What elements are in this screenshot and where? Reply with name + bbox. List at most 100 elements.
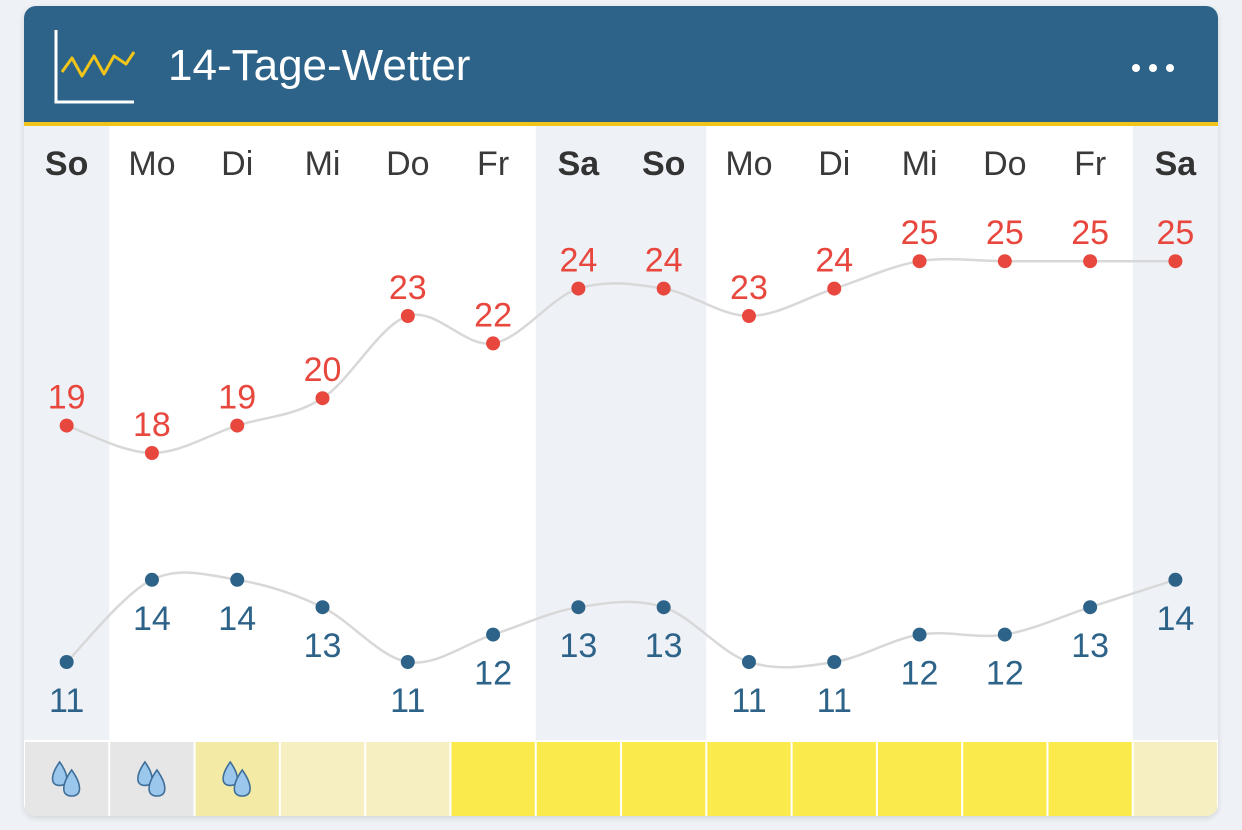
rain-drop-icon [137,760,153,787]
max-temp-point [1083,254,1098,269]
min-temp-label: 13 [559,627,597,665]
min-temp-label: 12 [901,655,939,693]
min-temp-label: 12 [474,655,512,693]
weekend-column [1132,126,1218,740]
weather-tile[interactable] [963,742,1047,816]
min-temp-label: 13 [645,627,683,665]
max-temp-label: 25 [986,214,1024,252]
weather-tile[interactable] [792,742,876,816]
day-label: So [45,145,88,183]
min-temp-point [1168,572,1183,587]
max-temp-point [315,391,330,406]
min-temp-label: 11 [49,682,84,720]
rain-drop-icon [148,768,166,797]
min-temp-point [656,600,671,615]
weekend-column [621,126,707,740]
max-temp-point [827,281,842,296]
min-temp-point [59,655,74,669]
max-temp-label: 20 [304,351,342,389]
max-temp-point [144,446,159,460]
max-temp-line [66,257,1176,455]
menu-dot [1166,64,1174,72]
max-temp-label: 24 [815,242,853,280]
max-temp-point [230,418,245,433]
min-temp-point [315,600,330,615]
day-label: So [642,145,685,183]
max-temp-label: 23 [730,269,768,307]
rain-drop-icon [222,760,239,787]
weather-tile[interactable] [1048,742,1132,816]
min-temp-point [741,655,756,669]
max-temp-label: 25 [1071,214,1109,252]
day-label: Mo [725,145,772,183]
weather-tile[interactable] [451,742,535,816]
rain-drop-icon [233,768,251,797]
max-temp-label: 22 [474,296,512,334]
day-label: Mo [128,145,175,183]
max-temp-label: 18 [133,406,171,444]
min-temp-point [486,627,501,642]
min-temp-label: 14 [218,600,256,638]
day-label: Do [386,145,429,183]
max-temp-label: 24 [559,242,597,280]
weekend-column [535,126,622,740]
max-temp-point [1168,254,1183,269]
max-temp-point [59,418,74,433]
day-label: Di [221,145,253,183]
max-temp-point [741,309,756,323]
chart-line-icon [54,30,136,104]
weather-tile[interactable] [536,742,621,816]
min-temp-point [1083,600,1098,615]
min-temp-label: 11 [817,682,852,720]
rain-drop-icon [62,768,81,797]
min-temp-point [827,655,842,669]
card-header: 14-Tage-Wetter [24,6,1218,126]
weather-tile[interactable] [707,742,791,816]
max-temp-point [486,336,501,351]
weekend-column [24,126,110,740]
day-label: Mi [902,145,938,183]
day-label: Do [983,145,1026,183]
min-temp-point [230,572,245,587]
min-temp-label: 11 [731,682,766,720]
day-label: Fr [477,145,509,183]
weather-tile[interactable] [280,742,365,816]
min-temp-label: 11 [390,682,425,720]
weather-tile[interactable] [622,742,706,816]
forecast-chart: So Mo Di Mi Do Fr Sa So Mo Di Mi Do Fr Sa 19 11 18 14 19 14… [24,126,1218,816]
max-temp-point [656,281,671,296]
menu-dot [1149,64,1157,72]
max-temp-label: 23 [389,269,427,307]
max-temp-point [571,281,586,296]
weather-tile[interactable] [877,742,962,816]
weather-tile[interactable] [1133,742,1218,816]
min-temp-point [571,600,586,615]
weather-card: So Mo Di Mi Do Fr Sa So Mo Di Mi Do Fr Sa 19 11 18 14 19 14… [24,6,1218,816]
min-temp-point [912,627,927,642]
max-temp-label: 24 [645,242,683,280]
min-temp-label: 12 [986,655,1024,693]
day-label: Fr [1074,145,1106,183]
max-temp-point [997,254,1012,269]
day-label: Sa [1155,145,1198,183]
max-temp-point [400,309,415,323]
day-label: Sa [558,145,601,183]
max-temp-label: 25 [901,214,939,252]
day-label: Mi [305,145,341,183]
min-temp-label: 13 [1071,627,1109,665]
min-temp-point [400,655,415,669]
min-temp-label: 13 [304,627,342,665]
rain-drop-icon [51,760,68,787]
min-temp-label: 14 [1157,600,1195,638]
max-temp-label: 19 [48,379,86,417]
weather-tile[interactable] [366,742,450,816]
min-temp-point [997,627,1012,642]
max-temp-point [912,254,927,269]
card-title: 14-Tage-Wetter [168,41,471,90]
max-temp-label: 19 [218,379,256,417]
min-temp-label: 14 [133,600,171,638]
more-options-button[interactable] [1120,46,1186,90]
min-temp-point [144,572,159,587]
max-temp-label: 25 [1157,214,1195,252]
day-label: Di [818,145,850,183]
